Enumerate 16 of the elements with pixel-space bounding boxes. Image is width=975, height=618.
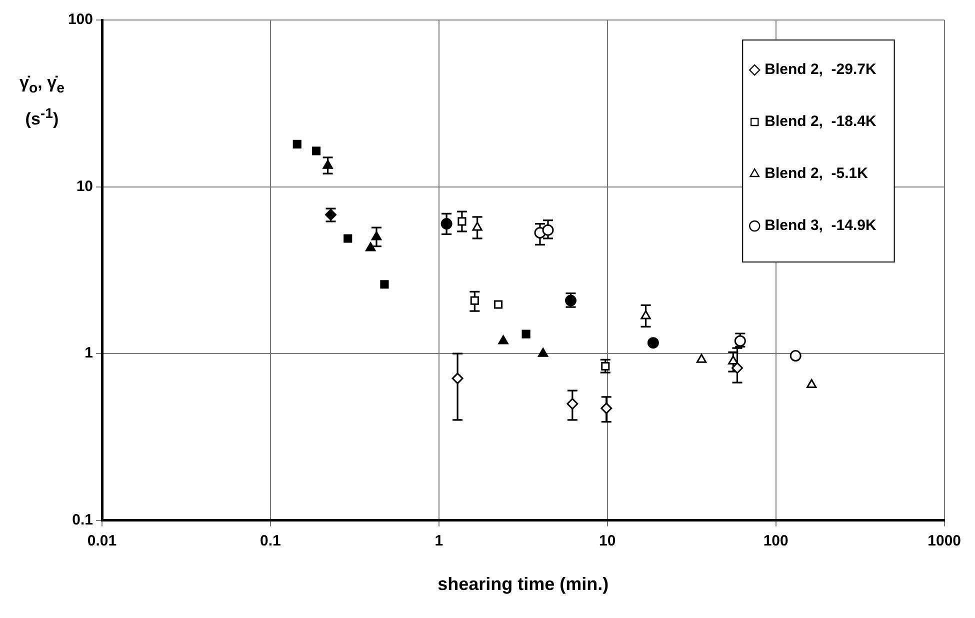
legend-label: Blend 2, -29.7K — [764, 61, 876, 78]
x-axis-title: shearing time (min.) — [438, 574, 609, 594]
x-tick-label: 100 — [763, 532, 788, 550]
y-tick-label: 10 — [76, 178, 93, 195]
legend-label: Blend 2, -5.1K — [764, 165, 868, 182]
y-tick-label: 0.1 — [72, 512, 93, 529]
y-tick-label: 100 — [68, 11, 93, 28]
x-tick-label: 0.1 — [260, 532, 281, 550]
x-tick-label: 1000 — [928, 532, 962, 550]
legend-label: Blend 3, -14.9K — [764, 217, 876, 234]
text: γ̇$_{o}$, γ̇$_{e}$ (s$^{-1}$) — [20, 73, 64, 130]
x-tick-label: 10 — [599, 532, 616, 550]
x-tick-label: 0.01 — [87, 532, 117, 550]
legend-label: Blend 2, -18.4K — [764, 113, 876, 130]
y-tick-label: 1 — [84, 344, 93, 362]
x-tick-label: 1 — [434, 532, 444, 550]
